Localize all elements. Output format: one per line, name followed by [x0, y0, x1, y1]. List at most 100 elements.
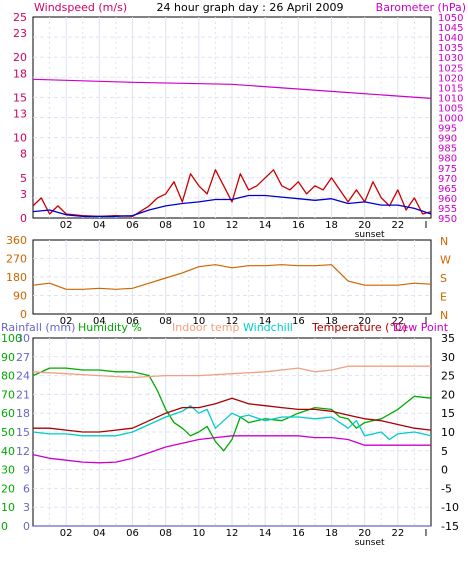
- compass-tick-label: N: [440, 309, 448, 322]
- temperature-tick-label: 30: [441, 351, 455, 364]
- barometer-line: [32, 78, 432, 99]
- rainfall-tick-label: 12: [16, 445, 30, 458]
- x-tick-label: 02: [60, 220, 73, 231]
- x-tick-label: 04: [93, 528, 106, 539]
- humidity-tick-label: 100: [1, 332, 22, 345]
- x-tick-label: 22: [391, 316, 404, 327]
- rainfall-tick-label: 27: [16, 351, 30, 364]
- x-tick-label: 12: [226, 316, 239, 327]
- rainfall-axis-label: Rainfall (mm): [1, 321, 75, 334]
- compass-tick-label: S: [440, 272, 447, 285]
- temp-hum-series: [32, 365, 432, 527]
- humidity-tick-label: 10: [1, 501, 15, 514]
- humidity-tick-label: 90: [1, 351, 15, 364]
- barometer-axis-label: Barometer (hPa): [376, 1, 466, 14]
- direction-grid: [33, 240, 431, 314]
- windspeed-tick-label: 0: [20, 212, 27, 225]
- direction-tick-label: 180: [6, 271, 27, 284]
- temperature-tick-label: 5: [441, 445, 448, 458]
- humidity-tick-label: 20: [1, 482, 15, 495]
- x-tick-label: 12: [226, 220, 239, 231]
- x-tick-label: 12: [226, 528, 239, 539]
- barometer-tick-label: 980: [438, 154, 457, 165]
- barometer-tick-label: 1050: [438, 13, 463, 24]
- barometer-tick-label: 950: [438, 214, 457, 225]
- sunset-label: sunset: [355, 538, 385, 548]
- rainfall-tick-label: 3: [23, 501, 30, 514]
- windspeed-tick-label: 8: [20, 148, 27, 161]
- wind_avg-line: [32, 194, 432, 218]
- indoor-temp-legend: Indoor temp: [172, 321, 239, 334]
- x-end-tick: I: [425, 316, 428, 327]
- chart-title: 24 hour graph day : 26 April 2009: [157, 1, 344, 14]
- compass-tick-label: N: [440, 235, 448, 248]
- x-tick-label: 10: [192, 528, 205, 539]
- barometer-tick-label: 985: [438, 144, 457, 155]
- barometer-tick-label: 960: [438, 194, 457, 205]
- x-tick-label: 08: [159, 316, 172, 327]
- rainfall-tick-label: 18: [16, 407, 30, 420]
- barometer-tick-label: 955: [438, 204, 457, 215]
- x-tick-label: 02: [60, 528, 73, 539]
- windspeed-tick-label: 18: [13, 67, 27, 80]
- barometer-tick-label: 995: [438, 124, 457, 135]
- rainfall-tick-label: 9: [23, 464, 30, 477]
- x-tick-label: 22: [391, 220, 404, 231]
- humidity-tick-label: 50: [1, 426, 15, 439]
- x-tick-label: 18: [325, 316, 338, 327]
- x-tick-label: 06: [126, 528, 139, 539]
- dewpoint-legend: Dew Point: [393, 321, 449, 334]
- humidity-tick-label: 40: [1, 445, 15, 458]
- barometer-tick-label: 990: [438, 134, 457, 145]
- wind-baro-grid: [33, 17, 431, 218]
- x-tick-label: 06: [126, 316, 139, 327]
- x-tick-label: 18: [325, 220, 338, 231]
- rainfall-tick-label: 24: [16, 370, 30, 383]
- x-end-tick: I: [425, 220, 428, 231]
- temperature-line: [33, 397, 432, 433]
- barometer-tick-label: 1010: [438, 93, 463, 104]
- x-tick-label: 16: [292, 220, 305, 231]
- barometer-tick-label: 1035: [438, 43, 463, 54]
- rainfall-tick-label: 6: [23, 482, 30, 495]
- barometer-tick-label: 1020: [438, 73, 463, 84]
- humidity-tick-label: 0: [1, 520, 8, 533]
- barometer-tick-label: 1000: [438, 114, 463, 125]
- windspeed-tick-label: 15: [13, 91, 27, 104]
- temperature-tick-label: -15: [441, 520, 459, 533]
- wind-baro-ticks: 02 04 06 08 10 12 14 16 18 20 22 Isunset25232018151…: [13, 11, 463, 240]
- humidity-tick-label: 60: [1, 407, 15, 420]
- rainfall-tick-label: 0: [23, 520, 30, 533]
- temperature-tick-label: 20: [441, 388, 455, 401]
- x-tick-label: 20: [358, 220, 371, 231]
- x-tick-label: 10: [192, 220, 205, 231]
- humidity-line: [32, 367, 432, 452]
- barometer-tick-label: 965: [438, 184, 457, 195]
- rainfall-tick-label: 30: [16, 332, 30, 345]
- barometer-tick-label: 1030: [438, 53, 463, 64]
- windchill-legend: Windchill: [243, 321, 293, 334]
- humidity-tick-label: 70: [1, 388, 15, 401]
- barometer-tick-label: 1015: [438, 83, 463, 94]
- x-tick-label: 02: [60, 316, 73, 327]
- x-tick-label: 16: [292, 528, 305, 539]
- humidity-axis-label: Humidity %: [78, 321, 142, 334]
- x-tick-label: 14: [259, 220, 272, 231]
- direction-tick-label: 360: [6, 234, 27, 247]
- x-tick-label: 04: [93, 316, 106, 327]
- temperature-tick-label: 35: [441, 332, 455, 345]
- windspeed-tick-label: 5: [20, 172, 27, 185]
- x-tick-label: 14: [259, 528, 272, 539]
- temperature-tick-label: -10: [441, 501, 459, 514]
- dewpoint-line: [32, 435, 431, 464]
- x-tick-label: 20: [358, 316, 371, 327]
- temperature-tick-label: 10: [441, 426, 455, 439]
- compass-tick-label: E: [440, 291, 447, 304]
- temperature-tick-label: 25: [441, 370, 455, 383]
- temperature-legend: Temperature (°C): [311, 321, 407, 334]
- x-tick-label: 06: [126, 220, 139, 231]
